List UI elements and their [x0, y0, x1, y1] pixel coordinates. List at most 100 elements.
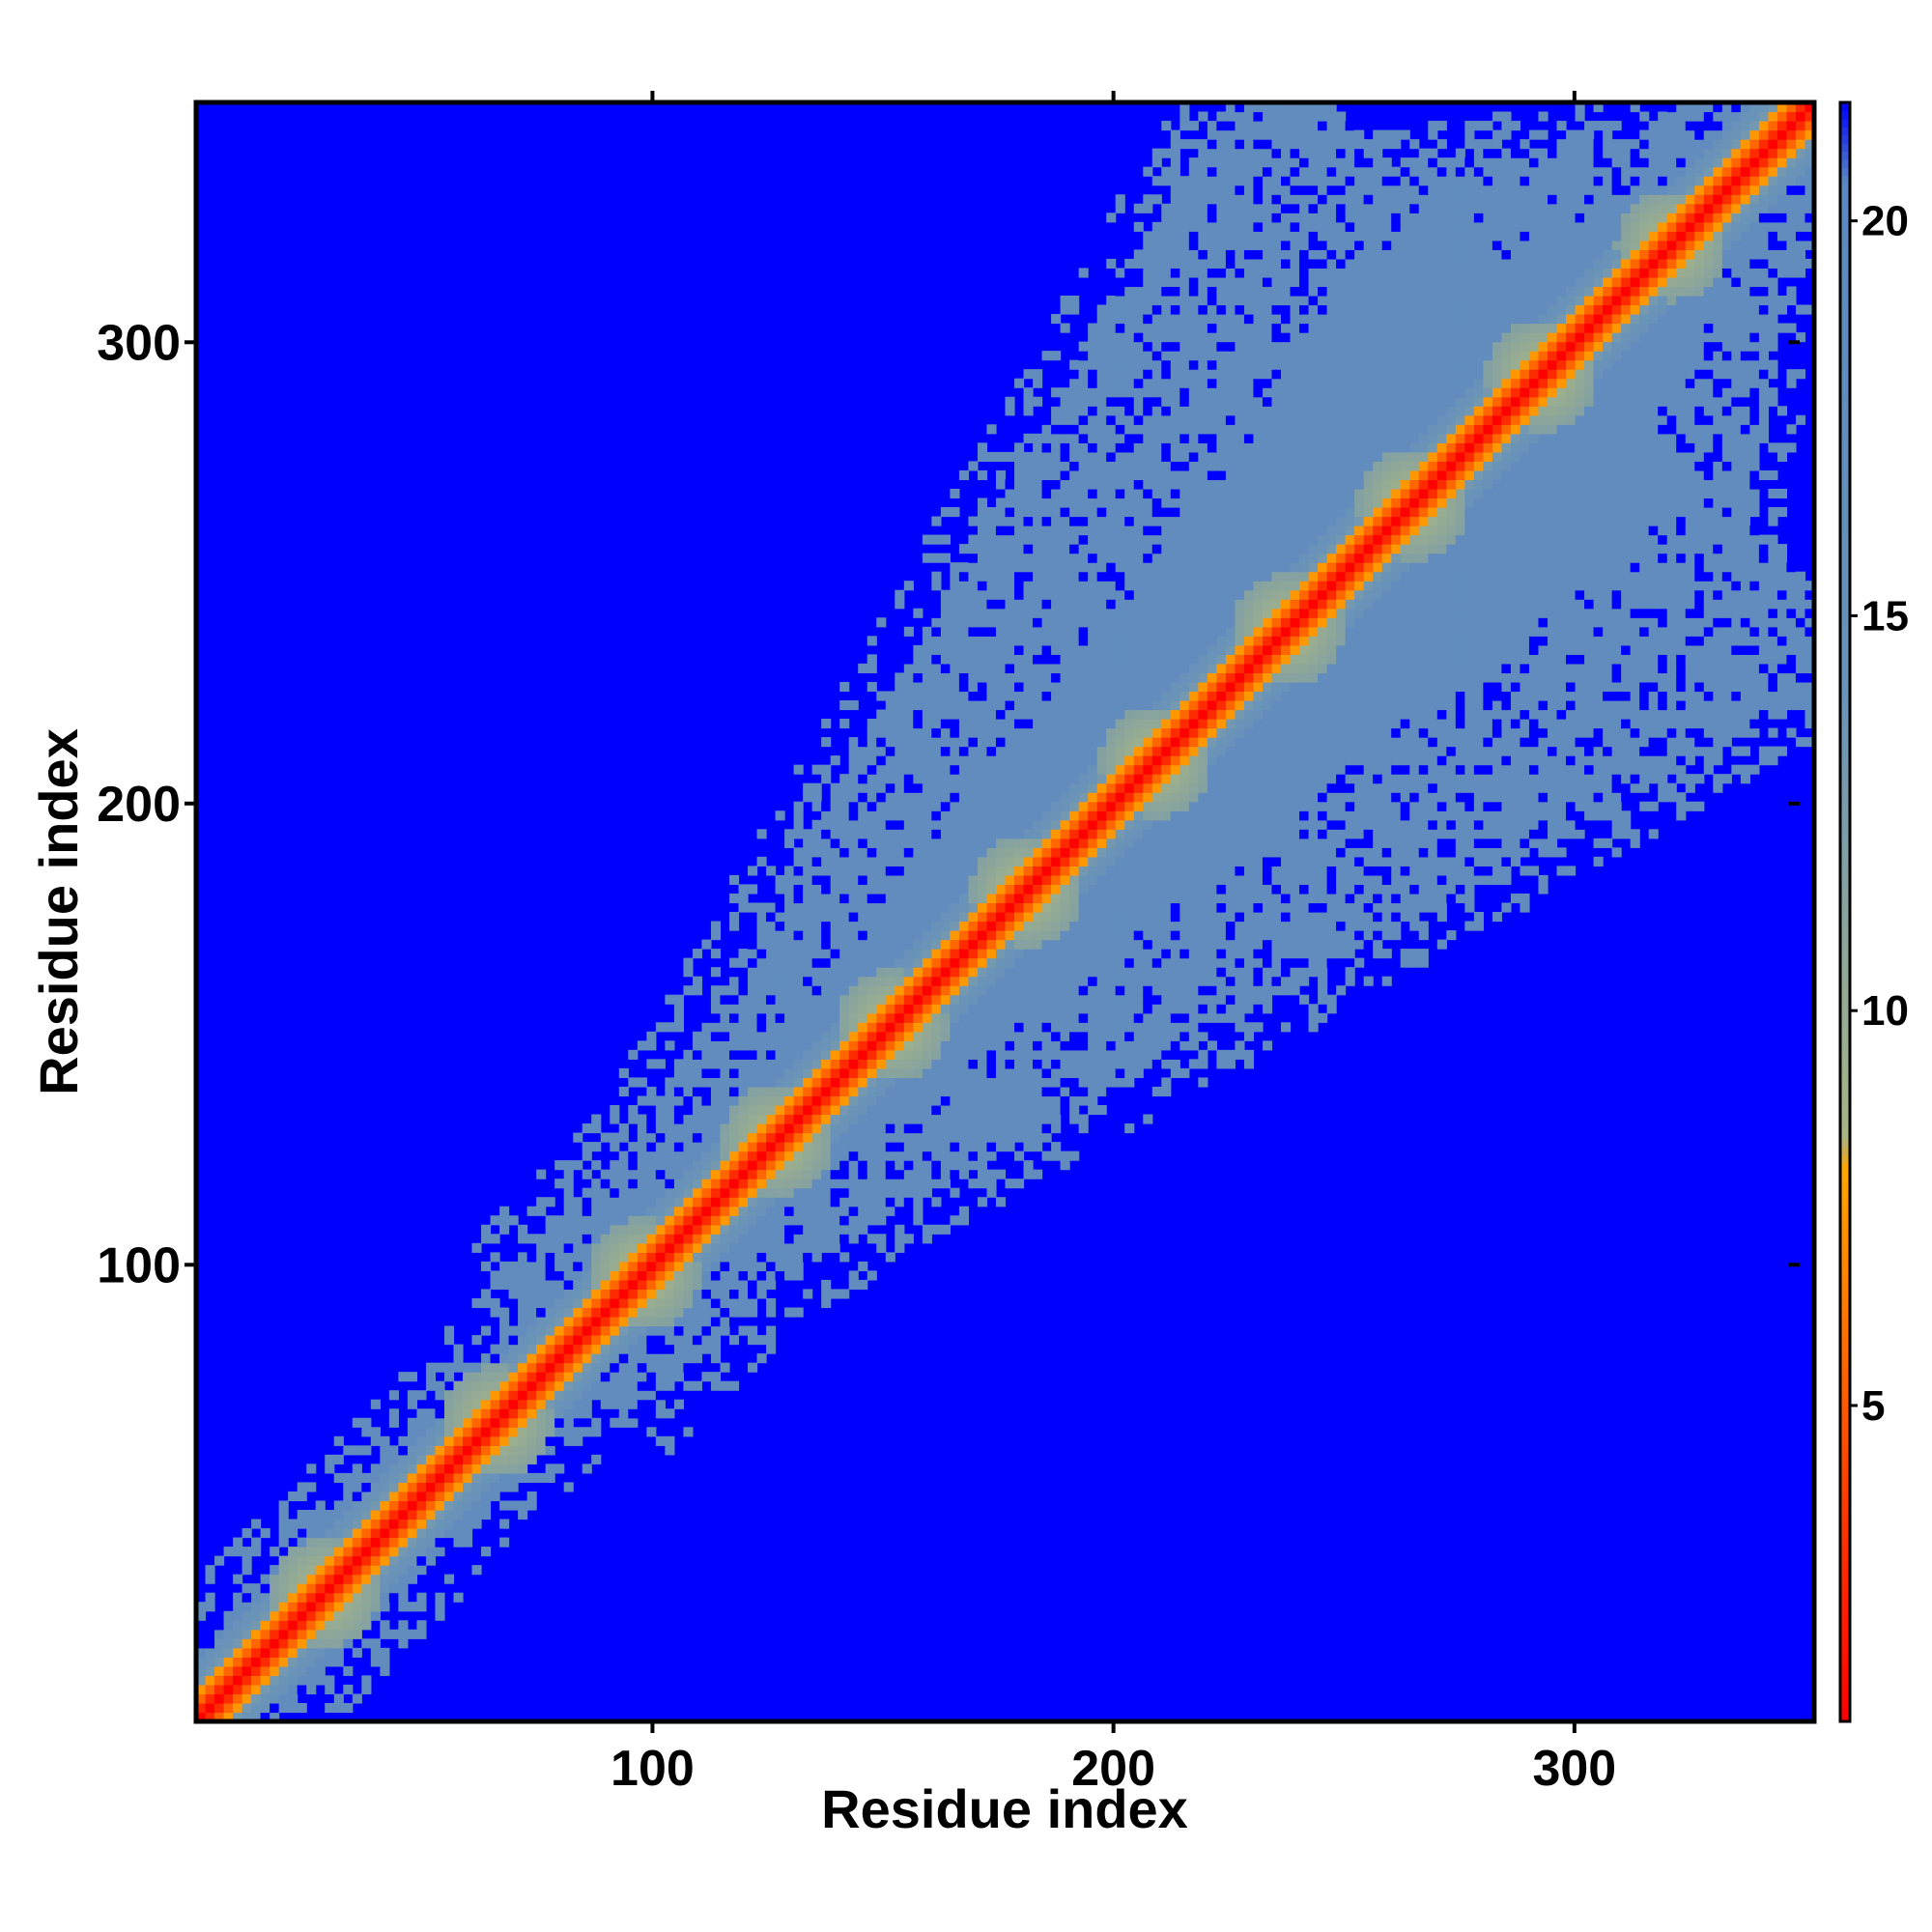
heatmap-cell	[1124, 847, 1135, 858]
heatmap-cell	[435, 1399, 445, 1409]
heatmap-cell	[701, 1242, 712, 1253]
heatmap-cell	[958, 544, 970, 554]
heatmap-cell	[931, 921, 942, 931]
heatmap-cell	[950, 626, 960, 637]
heatmap-cell	[895, 884, 905, 895]
heatmap-cell	[995, 654, 1007, 665]
heatmap-cell	[242, 1693, 252, 1704]
heatmap-cell	[1005, 691, 1015, 701]
heatmap-cell	[1115, 874, 1125, 886]
heatmap-cell	[388, 1454, 399, 1464]
heatmap-cell	[867, 1160, 877, 1171]
heatmap-cell	[1151, 176, 1162, 186]
heatmap-cell	[1124, 866, 1135, 876]
heatmap-cell	[913, 1067, 923, 1079]
heatmap-cell	[784, 884, 795, 895]
heatmap-cell	[1115, 323, 1125, 333]
heatmap-cell	[655, 1151, 666, 1161]
heatmap-cell	[1096, 1022, 1107, 1033]
heatmap-cell	[950, 1022, 960, 1033]
heatmap-cell	[931, 893, 942, 904]
heatmap-cell	[720, 1289, 730, 1299]
heatmap-cell	[333, 1500, 344, 1511]
heatmap-cell	[986, 516, 997, 526]
heatmap-cell	[582, 1279, 592, 1291]
heatmap-cell	[1060, 1160, 1070, 1171]
heatmap-cell	[876, 1114, 887, 1124]
heatmap-cell	[435, 1427, 445, 1437]
heatmap-cell	[333, 1638, 344, 1649]
heatmap-cell	[922, 1160, 932, 1171]
heatmap-cell	[803, 1031, 813, 1041]
heatmap-cell	[1115, 617, 1125, 628]
heatmap-cell	[297, 1647, 307, 1658]
heatmap-cell	[977, 1012, 988, 1023]
heatmap-cell	[435, 1362, 445, 1373]
heatmap-cell	[803, 792, 813, 803]
heatmap-cell	[1124, 976, 1135, 986]
heatmap-cell	[1133, 516, 1144, 526]
heatmap-cell	[618, 1279, 629, 1291]
heatmap-cell	[370, 1638, 381, 1649]
heatmap-cell	[1106, 387, 1117, 398]
heatmap-cell	[1151, 414, 1162, 425]
heatmap-cell	[913, 608, 923, 618]
heatmap-cell	[811, 949, 822, 959]
heatmap-cell	[977, 782, 988, 793]
heatmap-cell	[793, 1252, 804, 1263]
heatmap-cell	[325, 1547, 335, 1557]
heatmap-cell	[867, 1151, 877, 1161]
heatmap-cell	[748, 1151, 758, 1161]
heatmap-cell	[370, 1435, 381, 1446]
heatmap-cell	[756, 1160, 767, 1171]
heatmap-cell	[738, 957, 749, 968]
heatmap-cell	[958, 874, 970, 886]
heatmap-cell	[1151, 249, 1162, 260]
heatmap-cell	[811, 893, 822, 904]
heatmap-cell	[1096, 1059, 1107, 1069]
heatmap-cell	[931, 1077, 942, 1088]
heatmap-cell	[1096, 1077, 1107, 1088]
heatmap-cell	[968, 893, 979, 904]
heatmap-cell	[1069, 406, 1080, 416]
heatmap-cell	[443, 1491, 455, 1502]
heatmap-cell	[858, 866, 868, 876]
heatmap-cell	[1115, 801, 1125, 811]
heatmap-cell	[1161, 709, 1172, 720]
heatmap-cell	[325, 1583, 335, 1594]
heatmap-cell	[950, 1160, 960, 1171]
heatmap-cell	[618, 1289, 629, 1299]
heatmap-cell	[655, 1435, 666, 1446]
heatmap-cell	[748, 866, 758, 876]
heatmap-cell	[1078, 442, 1089, 453]
heatmap-cell	[1133, 589, 1144, 600]
heatmap-cell	[968, 1086, 979, 1097]
heatmap-cell	[931, 626, 942, 637]
heatmap-cell	[1060, 479, 1070, 490]
heatmap-cell	[1151, 323, 1162, 333]
heatmap-cell	[563, 1297, 574, 1309]
heatmap-cell	[1124, 617, 1135, 628]
heatmap-cell	[1041, 737, 1052, 748]
heatmap-cell	[628, 1169, 639, 1179]
heatmap-cell	[1088, 829, 1098, 839]
heatmap-cell	[343, 1509, 354, 1520]
heatmap-cell	[1078, 488, 1089, 499]
heatmap-cell	[858, 884, 868, 895]
heatmap-cell	[784, 921, 795, 931]
heatmap-cell	[986, 636, 997, 646]
heatmap-cell	[986, 654, 997, 665]
heatmap-cell	[977, 810, 988, 821]
heatmap-cell	[554, 1307, 565, 1318]
heatmap-cell	[940, 985, 951, 996]
heatmap-cell	[1033, 663, 1043, 674]
heatmap-cell	[628, 1390, 639, 1401]
heatmap-cell	[839, 1187, 850, 1198]
heatmap-cell	[673, 1353, 685, 1364]
heatmap-cell	[1088, 672, 1098, 683]
heatmap-cell	[1106, 1067, 1117, 1079]
heatmap-cell	[1069, 424, 1080, 435]
heatmap-cell	[839, 1179, 850, 1189]
heatmap-cell	[848, 874, 859, 886]
heatmap-cell	[388, 1519, 399, 1529]
